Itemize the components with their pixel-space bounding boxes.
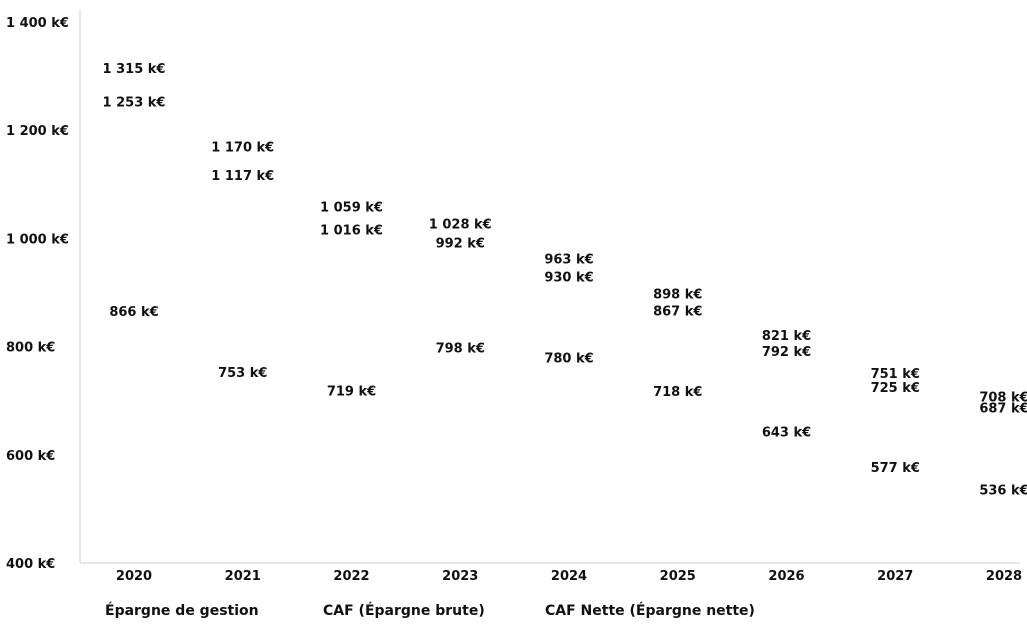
data-labels: 1 315 k€ 1 170 k€ 1 059 k€ 1 028 k€ 963 k€ 89…	[103, 62, 1027, 498]
x-tick-label: 2028	[986, 569, 1022, 584]
data-label: 898 k€	[653, 288, 702, 303]
y-tick-label: 800 k€	[6, 341, 55, 356]
data-label: 1 170 k€	[211, 140, 274, 155]
data-label: 1 059 k€	[320, 200, 383, 215]
data-label: 792 k€	[762, 345, 811, 360]
x-tick-label: 2020	[116, 569, 152, 584]
x-tick-label: 2025	[660, 569, 696, 584]
y-tick-label: 1 000 k€	[6, 232, 69, 247]
data-label: 687 k€	[979, 402, 1027, 417]
x-tick-label: 2023	[442, 569, 478, 584]
y-tick-label: 1 400 k€	[6, 16, 69, 31]
data-label: 780 k€	[544, 351, 593, 366]
y-tick-label: 400 k€	[6, 557, 55, 572]
legend-item-epargne-de-gestion: Épargne de gestion	[105, 602, 259, 619]
x-axis-ticks: 2020 2021 2022 2023 2024 2025 2026 2027 2028	[116, 569, 1022, 584]
y-tick-label: 600 k€	[6, 449, 55, 464]
data-label: 708 k€	[979, 390, 1027, 405]
legend: Épargne de gestion CAF (Épargne brute) C…	[105, 602, 755, 619]
data-label: 867 k€	[653, 304, 702, 319]
legend-item-caf-epargne-brute: CAF (Épargne brute)	[323, 602, 485, 619]
x-tick-label: 2026	[768, 569, 804, 584]
data-label: 992 k€	[436, 237, 485, 252]
data-label: 753 k€	[218, 366, 267, 381]
data-label: 719 k€	[327, 384, 376, 399]
x-tick-label: 2027	[877, 569, 913, 584]
data-label: 536 k€	[979, 483, 1027, 498]
data-label: 930 k€	[544, 270, 593, 285]
data-label: 577 k€	[871, 461, 920, 476]
data-label: 866 k€	[109, 305, 158, 320]
x-tick-label: 2021	[225, 569, 261, 584]
x-tick-label: 2024	[551, 569, 587, 584]
y-axis-ticks: 400 k€ 600 k€ 800 k€ 1 000 k€ 1 200 k€ 1 400 …	[6, 16, 69, 572]
data-label: 1 028 k€	[429, 217, 492, 232]
data-label: 1 253 k€	[103, 96, 166, 111]
x-tick-label: 2022	[333, 569, 369, 584]
legend-item-caf-nette: CAF Nette (Épargne nette)	[545, 602, 755, 619]
data-label: 821 k€	[762, 329, 811, 344]
data-label: 725 k€	[871, 381, 920, 396]
data-label: 1 016 k€	[320, 224, 383, 239]
data-label: 718 k€	[653, 385, 702, 400]
data-label: 1 315 k€	[103, 62, 166, 77]
data-label: 751 k€	[871, 367, 920, 382]
data-label: 963 k€	[544, 252, 593, 267]
data-label: 798 k€	[436, 342, 485, 357]
data-label: 1 117 k€	[211, 169, 274, 184]
y-tick-label: 1 200 k€	[6, 124, 69, 139]
data-label: 643 k€	[762, 426, 811, 441]
